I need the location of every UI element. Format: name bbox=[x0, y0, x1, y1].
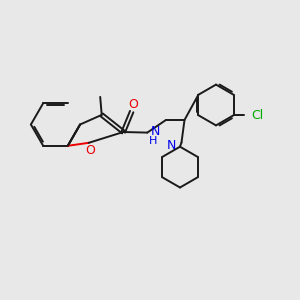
Text: N: N bbox=[167, 139, 177, 152]
Text: H: H bbox=[149, 136, 158, 146]
Text: O: O bbox=[128, 98, 138, 111]
Text: N: N bbox=[151, 124, 160, 138]
Text: Cl: Cl bbox=[251, 109, 263, 122]
Text: O: O bbox=[85, 144, 95, 157]
